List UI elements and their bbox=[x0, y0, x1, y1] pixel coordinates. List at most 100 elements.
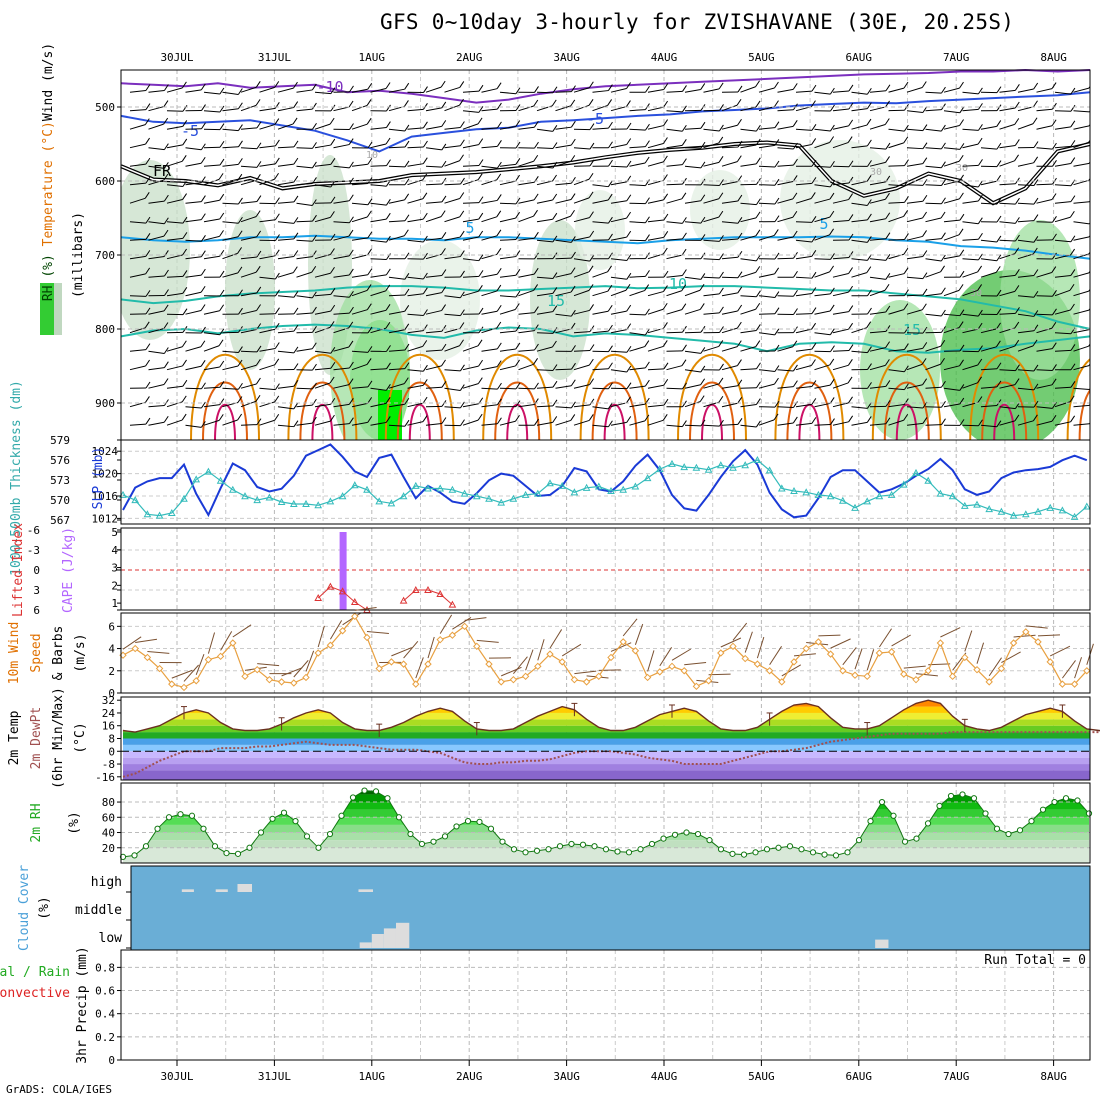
wind-barb bbox=[277, 406, 294, 410]
wind-barb bbox=[610, 329, 627, 334]
rh-point bbox=[717, 846, 725, 853]
wind-barb bbox=[370, 239, 387, 243]
axis-label-part: SLP (mb) bbox=[91, 447, 106, 510]
wind-barb-flag bbox=[607, 304, 613, 312]
wind-barb bbox=[536, 346, 553, 352]
wind-barb bbox=[499, 309, 516, 315]
wind-barb-flag bbox=[1052, 233, 1057, 241]
wind-barb-flag bbox=[552, 327, 558, 334]
wind-barb bbox=[758, 165, 776, 168]
wind-barb bbox=[388, 368, 405, 371]
wind-barb bbox=[148, 367, 165, 371]
wind-barb bbox=[758, 369, 775, 373]
wind-barb bbox=[259, 276, 276, 280]
wind-barb bbox=[259, 347, 276, 352]
wind-barb-flag bbox=[441, 143, 447, 151]
wind-barb bbox=[703, 345, 719, 352]
top-date-label: 8AUG bbox=[1040, 51, 1067, 64]
contour-label: 30 bbox=[970, 288, 982, 299]
wind-barb bbox=[388, 199, 405, 204]
wind-barb-10m bbox=[574, 670, 597, 675]
wind-barb-flag bbox=[848, 102, 854, 110]
wind-barb-flag bbox=[922, 342, 928, 349]
wind-barb-10m bbox=[684, 661, 707, 666]
wind-barb-flag bbox=[255, 265, 261, 273]
wind-barb-flag bbox=[589, 230, 595, 238]
wind-barb bbox=[851, 350, 868, 354]
wind-barb-flag bbox=[700, 141, 706, 149]
wind-barb-flag bbox=[663, 193, 669, 201]
wind-barb bbox=[555, 273, 572, 278]
wind-barb-flag bbox=[885, 380, 891, 387]
wind-barb bbox=[1036, 369, 1053, 371]
wind-barb bbox=[629, 313, 646, 316]
wind-barb bbox=[925, 147, 942, 150]
wind-barb-flag bbox=[626, 138, 632, 145]
wind-barb-flag bbox=[552, 252, 558, 259]
wind-speed-point bbox=[534, 662, 542, 671]
wind-barb-flag bbox=[552, 272, 558, 279]
wind-barb-flag bbox=[403, 377, 409, 384]
thickness-point bbox=[753, 455, 762, 464]
wind-barb-flag bbox=[496, 229, 502, 237]
wind-barb bbox=[240, 364, 257, 371]
wind-barb-flag bbox=[441, 359, 446, 367]
wind-barb-flag bbox=[718, 82, 724, 90]
wind-barb-flag bbox=[145, 417, 151, 425]
wind-barb-flag bbox=[811, 322, 817, 330]
thickness-point bbox=[960, 501, 969, 509]
rh-point bbox=[867, 817, 874, 825]
wind-barb-flag bbox=[238, 197, 243, 205]
wind-barb-flag bbox=[848, 305, 854, 312]
wind-barb bbox=[962, 238, 979, 241]
wind-barb-10m bbox=[769, 646, 783, 666]
contour-label: -5 bbox=[586, 110, 604, 128]
wind-barb bbox=[1036, 108, 1053, 112]
rh-point bbox=[878, 798, 886, 806]
wind-barb-flag bbox=[144, 396, 150, 403]
wind-speed-point bbox=[290, 679, 298, 687]
wind-barb-flag bbox=[978, 419, 983, 427]
wind-barb-flag bbox=[700, 216, 706, 224]
wind-barb bbox=[222, 419, 238, 426]
wind-barb-flag bbox=[608, 252, 613, 260]
wind-barb bbox=[962, 382, 978, 389]
wind-barb-flag bbox=[255, 394, 261, 402]
wind-barb bbox=[351, 163, 368, 167]
wind-barb-flag bbox=[201, 326, 206, 334]
wind-barb-flag bbox=[515, 324, 521, 332]
wind-barb-flag bbox=[459, 230, 465, 238]
wind-speed-point bbox=[741, 654, 749, 663]
wind-barb bbox=[962, 289, 978, 297]
cape-frame bbox=[120, 527, 1091, 611]
wind-speed-point bbox=[131, 644, 139, 653]
wind-barb-flag bbox=[978, 103, 983, 110]
wind-barb-flag bbox=[588, 265, 594, 273]
rh-point bbox=[211, 843, 219, 850]
thickness-point bbox=[375, 497, 384, 505]
wind-barb-flag bbox=[644, 340, 650, 347]
wind-barb bbox=[647, 404, 664, 408]
wind-barb-flag bbox=[773, 413, 779, 421]
wind-barb-flag bbox=[793, 142, 798, 150]
rh-point bbox=[200, 825, 207, 832]
wind-barb-flag bbox=[293, 250, 299, 257]
wind-barb-flag bbox=[311, 291, 317, 299]
wind-barb bbox=[906, 163, 923, 167]
wind-barb-flag bbox=[367, 268, 373, 276]
contour-label: 10 bbox=[366, 150, 378, 161]
slp-thickness-panel: 57957657357056710241020101610121000-500m… bbox=[9, 380, 1091, 576]
wind-barb-flag bbox=[958, 228, 964, 236]
wind-barb-10m bbox=[915, 673, 938, 677]
slp-ylabel: SLP (mb) bbox=[91, 447, 106, 510]
wind-barb bbox=[721, 346, 738, 352]
wind-barb bbox=[647, 236, 664, 241]
wind-barb-flag bbox=[1014, 101, 1020, 109]
wind-barb-flag bbox=[534, 252, 539, 260]
wind-barb bbox=[906, 363, 923, 371]
wind-barb bbox=[333, 255, 350, 260]
wind-speed-point bbox=[839, 667, 847, 675]
isotherm-5 bbox=[120, 234, 1091, 260]
wind-barb bbox=[851, 258, 868, 261]
wind-barb bbox=[999, 312, 1016, 315]
